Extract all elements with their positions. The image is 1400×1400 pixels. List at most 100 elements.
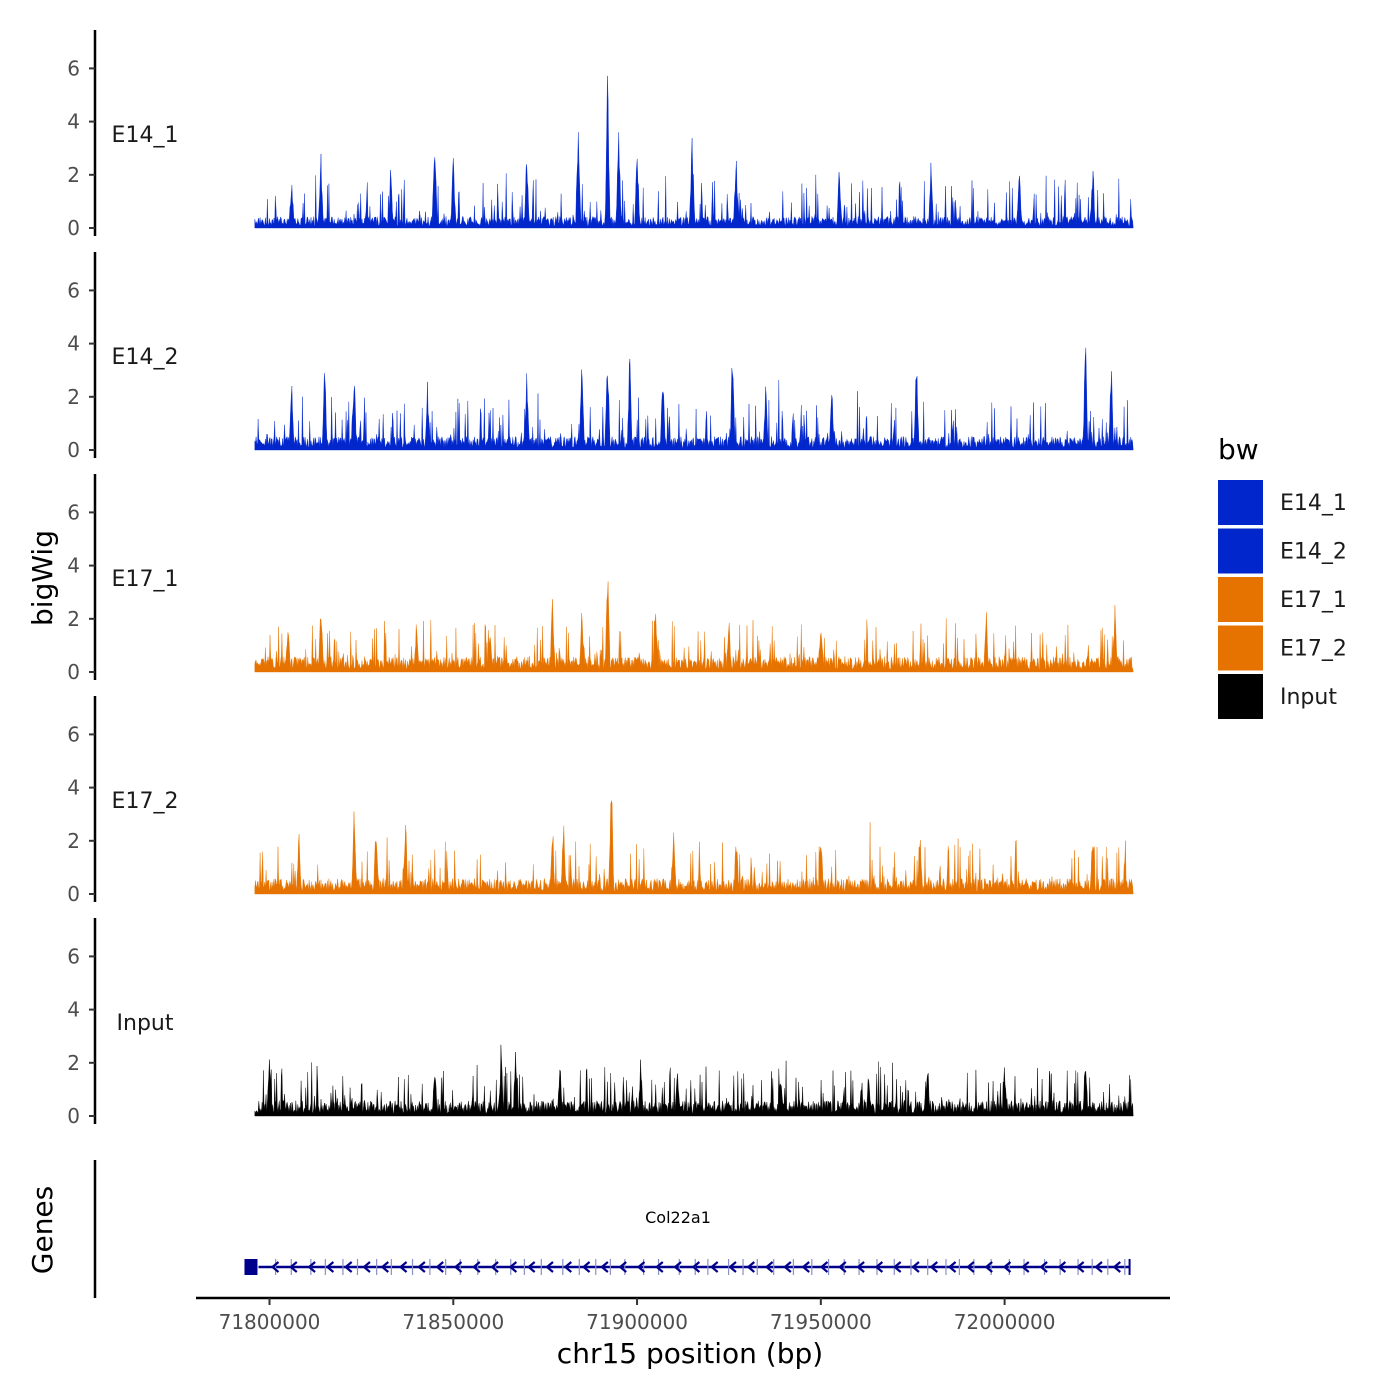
y-tick-label: 6 xyxy=(67,944,80,968)
strand-arrow xyxy=(874,1261,884,1273)
genes-axis-title: Genes xyxy=(26,1186,59,1274)
gene-exon xyxy=(756,1259,758,1275)
strand-arrow xyxy=(1002,1261,1012,1273)
strand-arrow xyxy=(947,1261,957,1273)
gene-exon xyxy=(1091,1259,1093,1275)
gene-exon xyxy=(376,1259,378,1275)
x-axis-title: chr15 position (bp) xyxy=(557,1337,823,1370)
strand-arrow xyxy=(691,1261,701,1273)
gene-exon xyxy=(411,1259,414,1275)
strand-arrow xyxy=(526,1261,536,1273)
y-tick-label: 4 xyxy=(67,776,80,800)
gene-exon xyxy=(459,1259,461,1275)
y-tick-label: 6 xyxy=(67,722,80,746)
legend-label: Input xyxy=(1280,685,1337,710)
track-e14-1: 0 2 4 6 E14_1 xyxy=(67,30,1134,240)
gene-exon xyxy=(310,1259,312,1275)
y-tick-label: 2 xyxy=(67,163,80,187)
gene-exon xyxy=(342,1259,344,1275)
y-tick-label: 2 xyxy=(67,829,80,853)
strand-arrow xyxy=(1057,1261,1067,1273)
y-tick-label: 0 xyxy=(67,438,80,462)
strand-arrow xyxy=(783,1261,792,1273)
strand-arrow xyxy=(764,1261,774,1273)
x-tick-label: 71800000 xyxy=(219,1310,321,1334)
track-e14-2: 0 2 4 6 E14_2 xyxy=(67,252,1134,462)
strand-arrow xyxy=(801,1261,810,1273)
gene-exon xyxy=(495,1259,497,1275)
legend-title: bw xyxy=(1218,433,1259,466)
strand-arrow xyxy=(508,1261,518,1273)
strand-arrow xyxy=(728,1261,737,1273)
gene-exon xyxy=(678,1259,680,1275)
track-e17-1: 0 2 4 6 E17_1 xyxy=(67,474,1134,684)
strand-arrow xyxy=(966,1261,975,1273)
strand-arrow xyxy=(1094,1261,1103,1273)
y-tick-label: 6 xyxy=(67,278,80,302)
legend-swatch xyxy=(1218,625,1263,671)
strand-arrow xyxy=(490,1261,499,1273)
strand-arrow xyxy=(819,1261,829,1273)
gene-exon xyxy=(445,1259,447,1275)
strand-arrow xyxy=(581,1261,591,1273)
y-tick-label: 0 xyxy=(67,660,80,684)
gene-exon xyxy=(540,1259,542,1275)
gene-exon xyxy=(811,1259,813,1275)
gene-exon xyxy=(1043,1259,1046,1275)
legend-label: E17_2 xyxy=(1280,637,1347,662)
legend-label: E14_2 xyxy=(1280,540,1347,565)
tracks-layer: 0 2 4 6 E14_1 0 2 4 6 E14_2 0 2 4 6 E17_1 0 2 4 6 E17_2 0 2 4 6… xyxy=(67,30,1134,1128)
y-tick-label: 2 xyxy=(67,1051,80,1075)
gene-exon xyxy=(429,1259,431,1275)
gene-exon xyxy=(657,1259,660,1275)
x-tick-label: 71950000 xyxy=(770,1310,872,1334)
y-tick-label: 4 xyxy=(67,554,80,578)
x-tick-label: 72000000 xyxy=(954,1310,1056,1334)
legend-swatch xyxy=(1218,480,1263,525)
y-tick-label: 4 xyxy=(67,998,80,1022)
gene-exon xyxy=(827,1259,830,1275)
legend-swatch xyxy=(1218,674,1263,719)
strand-arrow xyxy=(472,1261,481,1273)
x-tick-label: 71900000 xyxy=(586,1310,688,1334)
y-tick-label: 0 xyxy=(67,882,80,906)
strand-arrow xyxy=(673,1261,682,1273)
gene-exon xyxy=(792,1259,795,1275)
strand-arrow xyxy=(1075,1261,1085,1273)
y-tick-label: 6 xyxy=(67,56,80,80)
strand-arrow xyxy=(636,1261,646,1273)
strand-arrow xyxy=(435,1261,444,1273)
y-tick-label: 2 xyxy=(67,607,80,631)
gene-exon xyxy=(595,1259,597,1275)
strand-arrow xyxy=(453,1261,463,1273)
x-axis: 71800000 71850000 71900000 71950000 72000000 xyxy=(196,1296,1170,1334)
strand-arrow xyxy=(838,1261,847,1273)
strand-arrow xyxy=(1039,1261,1048,1273)
gene-exon xyxy=(523,1259,525,1275)
y-tick-label: 2 xyxy=(67,385,80,409)
strand-arrow xyxy=(600,1261,609,1273)
strand-arrow xyxy=(655,1261,664,1273)
track-label: E17_1 xyxy=(112,567,179,592)
strand-arrow xyxy=(362,1261,371,1273)
legend-label: E14_1 xyxy=(1280,491,1347,516)
legend-swatch xyxy=(1218,528,1263,574)
strand-arrow xyxy=(380,1261,389,1273)
gene-exon xyxy=(958,1259,960,1275)
gene-track: Col22a1 xyxy=(93,1160,1131,1298)
gene-exon xyxy=(324,1259,326,1275)
y-tick-label: 4 xyxy=(67,110,80,134)
gene-exon xyxy=(356,1259,359,1275)
gene-exon xyxy=(990,1259,992,1275)
gene-exon xyxy=(927,1259,929,1275)
strand-arrow xyxy=(417,1261,426,1273)
coverage-area xyxy=(254,347,1134,451)
legend-label: E17_1 xyxy=(1280,588,1347,613)
strand-arrow xyxy=(929,1261,938,1273)
legend: bw E14_1 E14_2 E17_1 E17_2 Input xyxy=(1218,433,1347,719)
strand-arrow xyxy=(289,1261,298,1273)
gene-exon xyxy=(773,1259,775,1275)
strand-arrow xyxy=(911,1261,920,1273)
y-tick-label: 0 xyxy=(67,216,80,240)
